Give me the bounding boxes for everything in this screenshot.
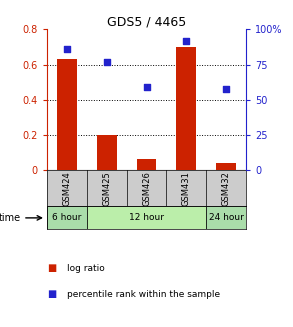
Text: GSM425: GSM425 bbox=[102, 171, 111, 206]
Point bbox=[104, 59, 109, 64]
Text: GSM431: GSM431 bbox=[182, 171, 191, 206]
Text: 12 hour: 12 hour bbox=[129, 214, 164, 222]
Text: ■: ■ bbox=[47, 289, 56, 299]
Bar bbox=[87, 206, 206, 230]
Text: ■: ■ bbox=[47, 263, 56, 273]
Bar bbox=[176, 47, 196, 170]
Bar bbox=[97, 135, 117, 170]
Bar bbox=[137, 159, 156, 170]
Bar bbox=[57, 60, 77, 170]
Text: log ratio: log ratio bbox=[67, 264, 105, 273]
Bar bbox=[206, 206, 246, 230]
Text: 24 hour: 24 hour bbox=[209, 214, 244, 222]
Text: 6 hour: 6 hour bbox=[52, 214, 81, 222]
Title: GDS5 / 4465: GDS5 / 4465 bbox=[107, 15, 186, 28]
Text: GSM424: GSM424 bbox=[62, 171, 71, 206]
Point bbox=[64, 46, 69, 52]
Text: percentile rank within the sample: percentile rank within the sample bbox=[67, 290, 221, 299]
Point bbox=[224, 86, 229, 91]
Point bbox=[144, 85, 149, 90]
Point bbox=[184, 38, 189, 43]
Text: time: time bbox=[0, 213, 21, 223]
Text: GSM432: GSM432 bbox=[222, 171, 231, 206]
Bar bbox=[216, 163, 236, 170]
Bar bbox=[47, 206, 87, 230]
Text: GSM426: GSM426 bbox=[142, 171, 151, 206]
